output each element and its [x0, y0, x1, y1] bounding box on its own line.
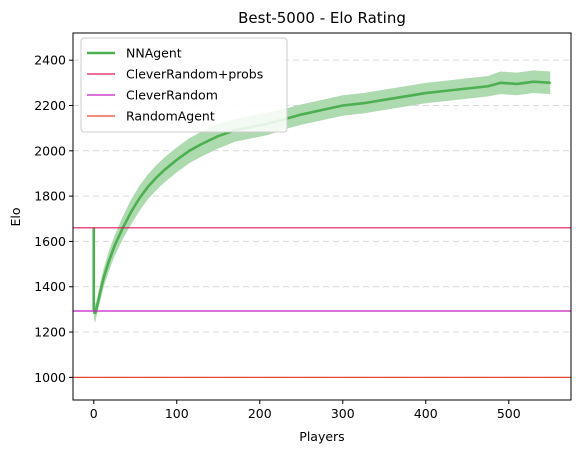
data-point — [138, 197, 141, 200]
data-point — [130, 211, 132, 213]
nnagent-line — [92, 80, 551, 315]
y-tick-label: 1000 — [34, 370, 66, 385]
plot-frame — [72, 32, 572, 401]
chart-title: Best-5000 - Elo Rating — [238, 9, 406, 27]
y-tick-label: 1400 — [34, 279, 66, 294]
data-point — [404, 95, 406, 98]
data-point — [163, 169, 166, 171]
data-point — [499, 82, 502, 84]
legend-label: NNAgent — [126, 46, 182, 61]
y-tick-label: 1200 — [34, 325, 66, 340]
data-point — [97, 301, 99, 304]
y-axis-label: Elo — [8, 207, 23, 226]
data-point — [362, 102, 365, 105]
x-axis-ticks: 0 100 200 300 400 500 — [90, 400, 521, 421]
y-axis-ticks: 1000 1200 1400 1600 1800 2000 2200 2400 — [34, 53, 73, 385]
data-point — [155, 177, 157, 179]
data-point — [487, 85, 489, 88]
data-point — [102, 276, 105, 279]
data-point — [466, 87, 469, 90]
data-point — [321, 109, 323, 111]
data-point — [146, 186, 149, 188]
data-point — [200, 143, 203, 145]
y-tick-label: 1800 — [34, 189, 66, 204]
legend-label: CleverRandom+probs — [126, 67, 263, 82]
data-point — [549, 82, 552, 84]
data-point — [92, 308, 95, 311]
legend-box — [80, 37, 288, 133]
data-point — [175, 159, 178, 161]
data-point — [300, 113, 303, 116]
y-tick-label: 2400 — [34, 53, 66, 68]
legend-label: CleverRandom — [126, 88, 218, 103]
x-tick-label: 500 — [497, 406, 521, 421]
y-tick-label: 2000 — [34, 143, 66, 158]
x-axis-label: Players — [299, 429, 344, 444]
data-point — [217, 135, 220, 137]
data-point — [424, 92, 427, 94]
x-tick-label: 400 — [414, 406, 438, 421]
x-tick-label: 0 — [90, 406, 98, 421]
data-point — [94, 311, 97, 314]
data-point — [445, 89, 448, 92]
nnagent-band — [93, 70, 551, 322]
data-point — [113, 245, 116, 247]
data-point — [95, 308, 98, 311]
data-point — [516, 83, 518, 85]
data-point — [383, 99, 386, 101]
data-point — [532, 80, 535, 83]
y-tick-label: 2200 — [34, 98, 66, 113]
data-point — [99, 290, 102, 293]
x-tick-label: 200 — [248, 406, 272, 421]
x-tick-label: 300 — [331, 406, 355, 421]
data-point — [188, 150, 190, 152]
legend: NNAgent CleverRandom+probs CleverRandom Ran… — [80, 37, 288, 133]
confidence-band — [93, 70, 551, 322]
series-layer — [73, 80, 571, 378]
legend-label: RandomAgent — [126, 109, 215, 124]
data-point — [341, 104, 344, 107]
y-tick-label: 1600 — [34, 234, 66, 249]
x-tick-label: 100 — [165, 406, 189, 421]
data-point — [107, 261, 110, 263]
